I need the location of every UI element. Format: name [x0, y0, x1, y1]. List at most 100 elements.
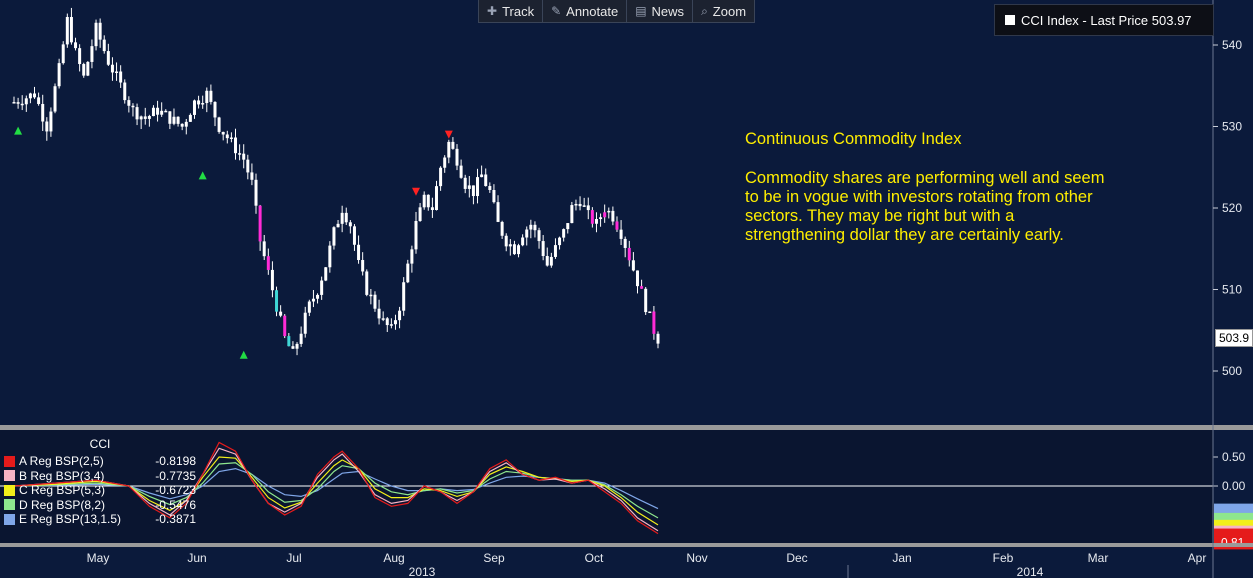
candle-body: [270, 269, 274, 291]
candle-body: [119, 71, 123, 83]
year-label: 2014: [1017, 565, 1044, 578]
osc-legend-value: -0.5476: [155, 497, 196, 512]
candle-body: [28, 93, 32, 99]
candle-body: [33, 93, 37, 98]
candle-body: [451, 141, 455, 149]
candle-body: [471, 185, 475, 197]
crosshair-icon: ✚: [487, 4, 498, 18]
x-tick-label: Jul: [286, 551, 301, 565]
osc-legend-row: A Reg BSP(2,5) -0.8198: [4, 454, 196, 469]
zoom-button[interactable]: ⌕ Zoom: [693, 0, 754, 22]
candle-body: [504, 235, 508, 247]
price-legend[interactable]: CCI Index - Last Price 503.97: [994, 4, 1214, 36]
candle-body: [615, 221, 619, 230]
x-tick-label: May: [87, 551, 110, 565]
candle-body: [143, 116, 147, 119]
candle-body: [369, 294, 373, 297]
candle-body: [106, 51, 110, 65]
candle-body: [631, 260, 635, 271]
candle-body: [90, 46, 94, 62]
osc-value-flag: [1214, 528, 1253, 539]
candle-body: [410, 249, 414, 264]
osc-legend-swatch: [4, 499, 15, 511]
candle-body: [184, 121, 188, 127]
panel-divider-bottom: [0, 543, 1253, 547]
candle-body: [12, 102, 16, 104]
candle-body: [336, 223, 340, 228]
candle-body: [476, 177, 480, 197]
oscillator-title: CCI: [89, 437, 111, 451]
candle-body: [316, 294, 320, 299]
candle-body: [250, 172, 254, 180]
candle-body: [340, 212, 344, 224]
candle-body: [242, 153, 246, 160]
candle-body: [229, 137, 233, 140]
candle-body: [385, 318, 389, 326]
candle-body: [221, 131, 225, 135]
candle-body: [648, 311, 652, 314]
x-tick-label: Oct: [585, 551, 604, 565]
y-tick-label: 540: [1222, 38, 1242, 52]
candle-body: [553, 245, 557, 257]
candle-body: [562, 229, 566, 238]
candle-body: [607, 210, 611, 213]
annotate-button[interactable]: ✎ Annotate: [543, 0, 628, 22]
candle-body: [254, 179, 258, 206]
candle-body: [213, 101, 217, 118]
candle-body: [443, 157, 447, 168]
candle-body: [266, 256, 270, 270]
candle-body: [541, 241, 545, 257]
candle-body: [69, 16, 73, 43]
candle-body: [357, 244, 361, 261]
candle-body: [611, 210, 615, 222]
candle-body: [623, 238, 627, 248]
candle-body: [517, 245, 521, 255]
candle-body: [533, 224, 537, 231]
osc-legend-value: -0.3871: [155, 512, 196, 527]
news-button[interactable]: ▤ News: [627, 0, 694, 22]
candle-body: [180, 123, 184, 127]
candle-body: [644, 288, 648, 313]
candle-body: [406, 263, 410, 283]
candle-body: [332, 227, 336, 246]
track-label: Track: [502, 3, 535, 19]
candle-body: [197, 100, 201, 105]
osc-legend-row: B Reg BSP(3,4) -0.7735: [4, 469, 196, 484]
chart-annotation[interactable]: Continuous Commodity Index Commodity sha…: [745, 130, 1117, 265]
osc-legend-name: E Reg BSP(13,1.5): [19, 512, 122, 527]
candle-body: [566, 223, 570, 230]
candle-body: [234, 137, 238, 154]
legend-swatch: [1005, 15, 1015, 25]
candle-body: [131, 105, 135, 108]
pencil-icon: ✎: [551, 4, 562, 18]
candle-body: [61, 44, 65, 64]
candle-body: [53, 86, 57, 112]
candle-body: [262, 241, 266, 257]
candle-body: [82, 64, 86, 76]
candle-body: [402, 282, 406, 311]
candle-body: [135, 107, 139, 120]
candle-body: [151, 107, 155, 117]
candle-body: [365, 271, 369, 295]
candle-body: [455, 148, 459, 166]
candle-body: [627, 247, 631, 261]
candle-body: [41, 103, 45, 122]
x-tick-label: Dec: [786, 551, 807, 565]
candle-body: [24, 98, 28, 105]
candle-body: [110, 64, 114, 73]
candle-body: [492, 189, 496, 203]
osc-legend-swatch: [4, 455, 15, 467]
candle-body: [537, 230, 541, 242]
x-tick-label: Jun: [187, 551, 206, 565]
candle-body: [49, 111, 53, 132]
candle-body: [525, 229, 529, 238]
candle-body: [283, 315, 287, 337]
candle-body: [656, 333, 660, 344]
candle-body: [594, 219, 598, 224]
track-button[interactable]: ✚ Track: [479, 0, 544, 22]
candle-body: [192, 100, 196, 115]
osc-series-line: [13, 441, 659, 535]
candle-body: [578, 203, 582, 207]
candle-body: [500, 221, 504, 236]
candle-body: [45, 121, 49, 132]
